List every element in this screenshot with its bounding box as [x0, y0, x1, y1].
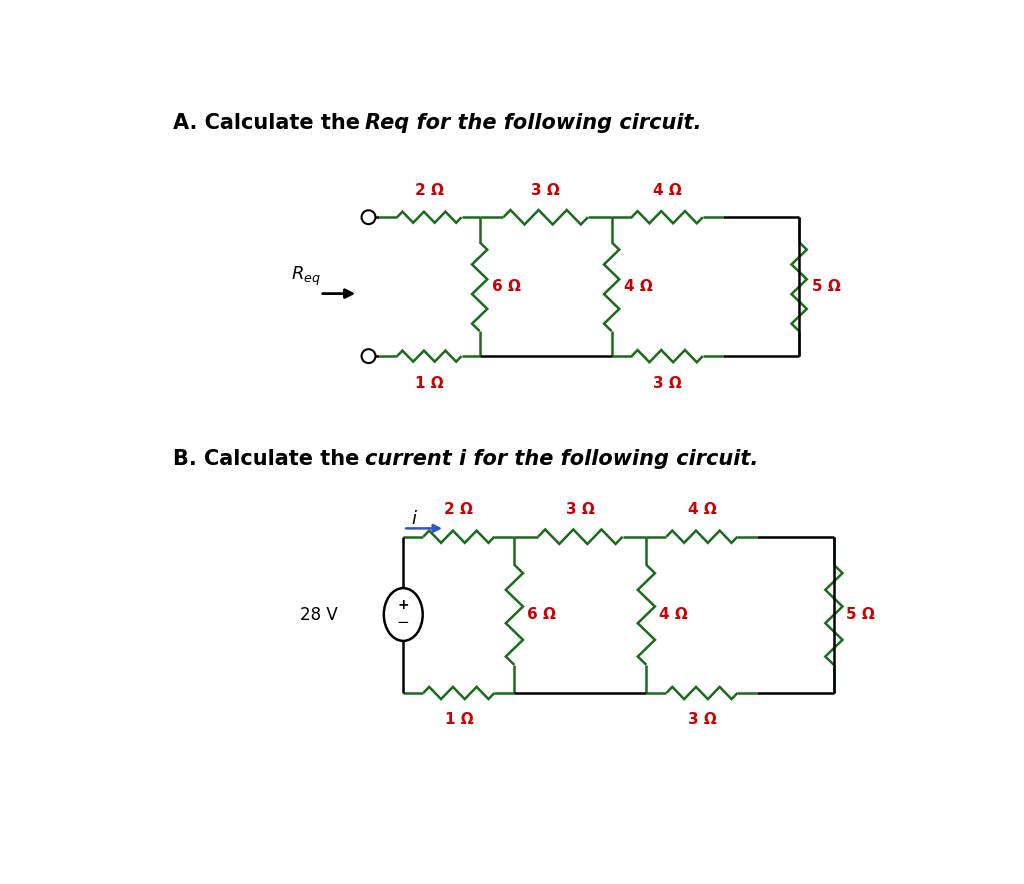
Text: 4 Ω: 4 Ω — [658, 607, 687, 622]
Circle shape — [361, 349, 376, 363]
Text: A. Calculate the: A. Calculate the — [173, 113, 367, 133]
Text: 3 Ω: 3 Ω — [653, 376, 682, 391]
Circle shape — [361, 210, 376, 225]
Text: 1 Ω: 1 Ω — [415, 376, 443, 391]
Text: i: i — [412, 510, 416, 529]
Text: 2 Ω: 2 Ω — [444, 502, 473, 517]
Ellipse shape — [384, 588, 423, 641]
Text: 5 Ω: 5 Ω — [812, 279, 841, 294]
Text: 3 Ω: 3 Ω — [687, 713, 717, 728]
Text: 4 Ω: 4 Ω — [624, 279, 653, 294]
Text: 4 Ω: 4 Ω — [653, 183, 682, 198]
Text: +: + — [397, 598, 409, 613]
Text: 3 Ω: 3 Ω — [531, 183, 560, 198]
Text: B. Calculate the: B. Calculate the — [173, 449, 367, 469]
Text: 2 Ω: 2 Ω — [415, 183, 443, 198]
Text: 6 Ω: 6 Ω — [527, 607, 556, 622]
Text: −: − — [397, 615, 410, 630]
Text: 3 Ω: 3 Ω — [566, 502, 595, 517]
Text: 6 Ω: 6 Ω — [493, 279, 521, 294]
Text: $R_{eq}$: $R_{eq}$ — [291, 264, 321, 288]
Text: 1 Ω: 1 Ω — [444, 713, 473, 728]
Text: current i for the following circuit.: current i for the following circuit. — [365, 449, 759, 469]
Text: 28 V: 28 V — [299, 606, 337, 623]
Text: 5 Ω: 5 Ω — [847, 607, 876, 622]
Text: 4 Ω: 4 Ω — [687, 502, 717, 517]
Text: Req for the following circuit.: Req for the following circuit. — [365, 113, 701, 133]
